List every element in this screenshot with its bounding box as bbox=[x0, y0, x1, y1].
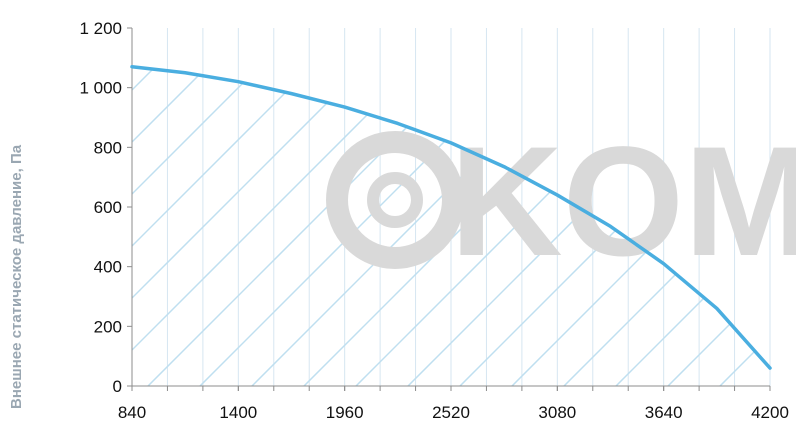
x-tick-label: 3080 bbox=[538, 403, 576, 422]
x-tick-label: 840 bbox=[118, 403, 146, 422]
y-tick-label: 600 bbox=[94, 198, 122, 217]
watermark-text: KOM bbox=[450, 115, 796, 289]
y-tick-label: 400 bbox=[94, 258, 122, 277]
x-tick-label: 4200 bbox=[751, 403, 789, 422]
y-tick-label: 200 bbox=[94, 317, 122, 336]
watermark: KOM bbox=[326, 115, 796, 289]
series-line bbox=[130, 65, 772, 370]
x-tick-label: 1400 bbox=[219, 403, 257, 422]
y-tick-label: 0 bbox=[113, 377, 122, 396]
y-tick-label: 1 200 bbox=[79, 19, 122, 38]
y-tick-label: 1 000 bbox=[79, 79, 122, 98]
x-tick-label: 2520 bbox=[432, 403, 470, 422]
copyright-circle-icon bbox=[326, 131, 464, 269]
x-tick-label: 1960 bbox=[326, 403, 364, 422]
y-tick-label: 800 bbox=[94, 138, 122, 157]
y-axis-title: Внешнее статическое давление, Па bbox=[8, 144, 25, 409]
x-tick-label: 3640 bbox=[645, 403, 683, 422]
